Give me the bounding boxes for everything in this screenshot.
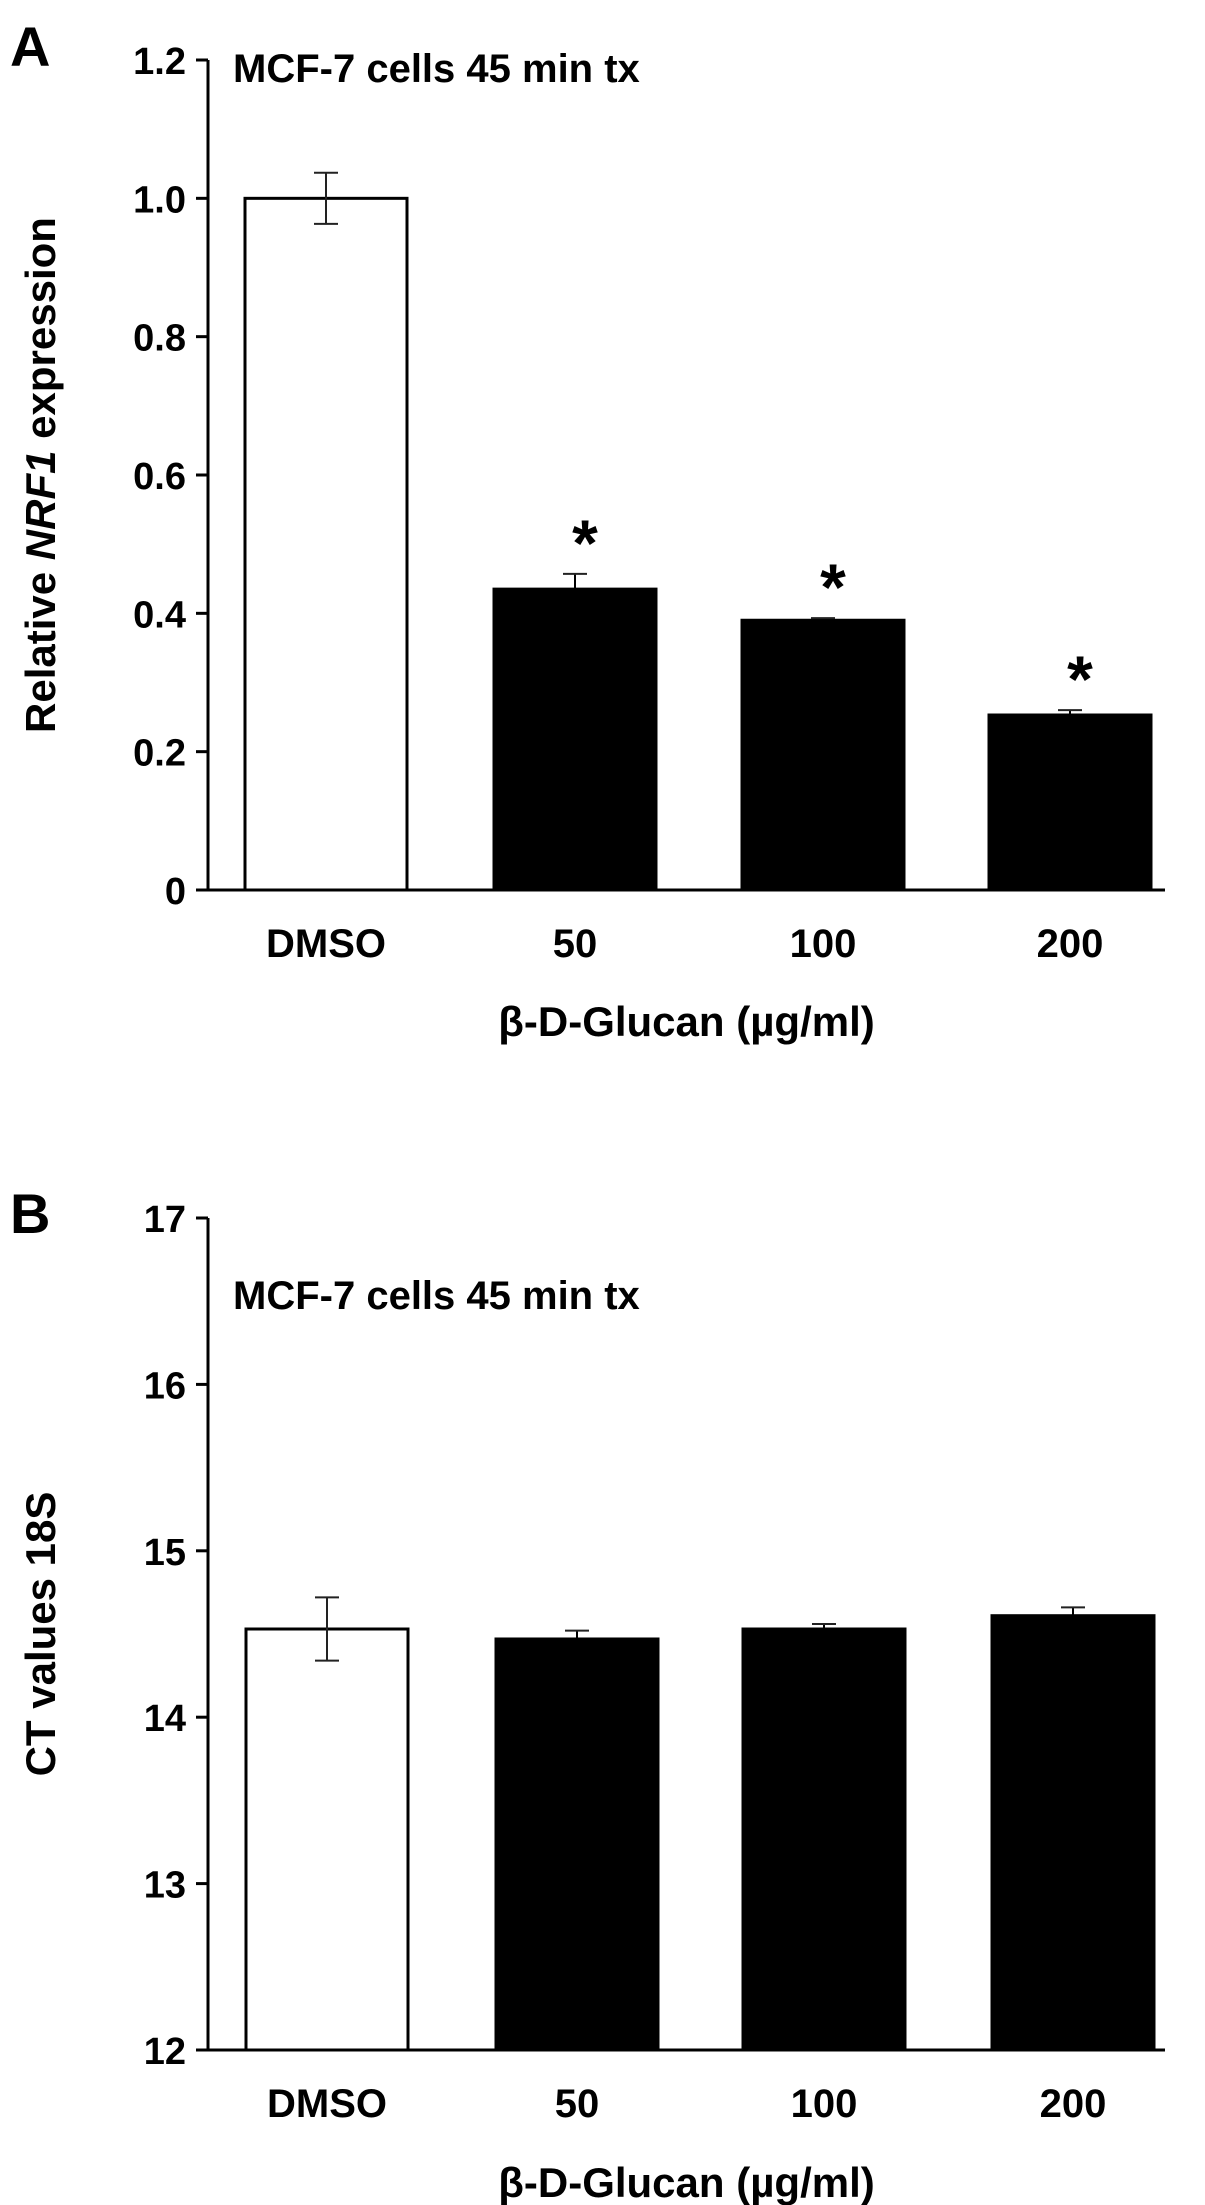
error-bar (811, 617, 835, 623)
y-tick-label: 0.8 (133, 318, 186, 360)
x-tick-label: 100 (791, 2082, 858, 2126)
y-axis-label: CT values 18S (17, 1492, 64, 1777)
y-tick-label: 15 (144, 1532, 186, 1574)
chart-annotation: MCF-7 cells 45 min tx (233, 47, 640, 91)
y-tick-label: 13 (144, 1865, 186, 1907)
y-tick-label: 16 (144, 1365, 186, 1407)
x-tick-label: 200 (1040, 2082, 1107, 2126)
bar-50 (492, 587, 658, 892)
x-tick-label: DMSO (267, 2082, 387, 2126)
x-tick-label: 50 (553, 922, 598, 966)
panel-b: B 12 13 14 15 16 17 DMSO 50 100 200 MCF-7 cells 45 … (10, 1182, 1165, 2205)
y-axis-label-part: Relative (17, 560, 64, 733)
x-tick-label: DMSO (266, 922, 386, 966)
error-bar (1058, 709, 1082, 720)
bar-100 (740, 618, 906, 892)
y-axis-label-part: expression (17, 217, 64, 450)
significance-star: * (572, 506, 598, 580)
bar-dmso (243, 196, 409, 892)
y-tick-label: 0 (165, 871, 186, 913)
panel-label: B (10, 1182, 50, 1245)
bar-100 (741, 1627, 907, 2052)
bar-50 (494, 1637, 660, 2052)
error-bar (1061, 1606, 1085, 1625)
chart-annotation: MCF-7 cells 45 min tx (233, 1274, 640, 1318)
x-tick-label: 50 (555, 2082, 600, 2126)
x-tick-label: 200 (1037, 922, 1104, 966)
x-axis-label: β-D-Glucan (µg/ml) (498, 2159, 874, 2205)
y-tick-label: 0.2 (133, 733, 186, 775)
significance-star: * (1067, 642, 1093, 716)
y-axis-label-gene: NRF1 (17, 451, 64, 561)
y-tick-label: 12 (144, 2031, 186, 2073)
x-tick-label: 100 (790, 922, 857, 966)
error-bar (315, 1596, 339, 1662)
significance-star: * (820, 550, 846, 624)
bar-200 (987, 713, 1153, 892)
y-tick-label: 1.0 (133, 179, 186, 221)
error-bar (314, 171, 338, 225)
y-axis-label: Relative NRF1 expression (17, 217, 64, 733)
panel-a: A 0 0.2 0.4 0.6 0.8 1.0 1.2 DMSO * 50 * 100 * 200 MCF-7… (10, 15, 1165, 1045)
error-bar (812, 1623, 836, 1634)
bar-200 (990, 1614, 1156, 2052)
x-axis-label: β-D-Glucan (µg/ml) (498, 998, 874, 1045)
panel-label: A (10, 15, 50, 78)
error-bar (563, 572, 587, 605)
error-bar (565, 1629, 589, 1648)
bar-dmso (244, 1627, 410, 2052)
y-tick-label: 1.2 (133, 41, 186, 83)
y-tick-label: 0.6 (133, 456, 186, 498)
y-tick-label: 17 (144, 1199, 186, 1241)
y-tick-label: 14 (144, 1698, 186, 1740)
y-tick-label: 0.4 (133, 594, 186, 636)
